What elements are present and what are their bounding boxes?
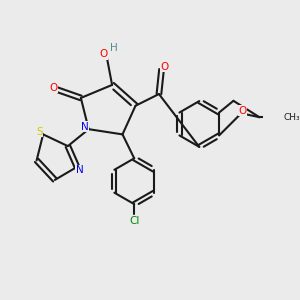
Text: O: O [160, 62, 168, 72]
Text: CH₃: CH₃ [284, 113, 300, 122]
Text: O: O [50, 82, 58, 92]
Text: N: N [76, 165, 83, 175]
Text: O: O [238, 106, 247, 116]
Text: S: S [36, 127, 43, 137]
Text: O: O [100, 50, 108, 59]
Text: N: N [81, 122, 88, 132]
Text: H: H [110, 44, 117, 53]
Text: Cl: Cl [129, 216, 140, 226]
